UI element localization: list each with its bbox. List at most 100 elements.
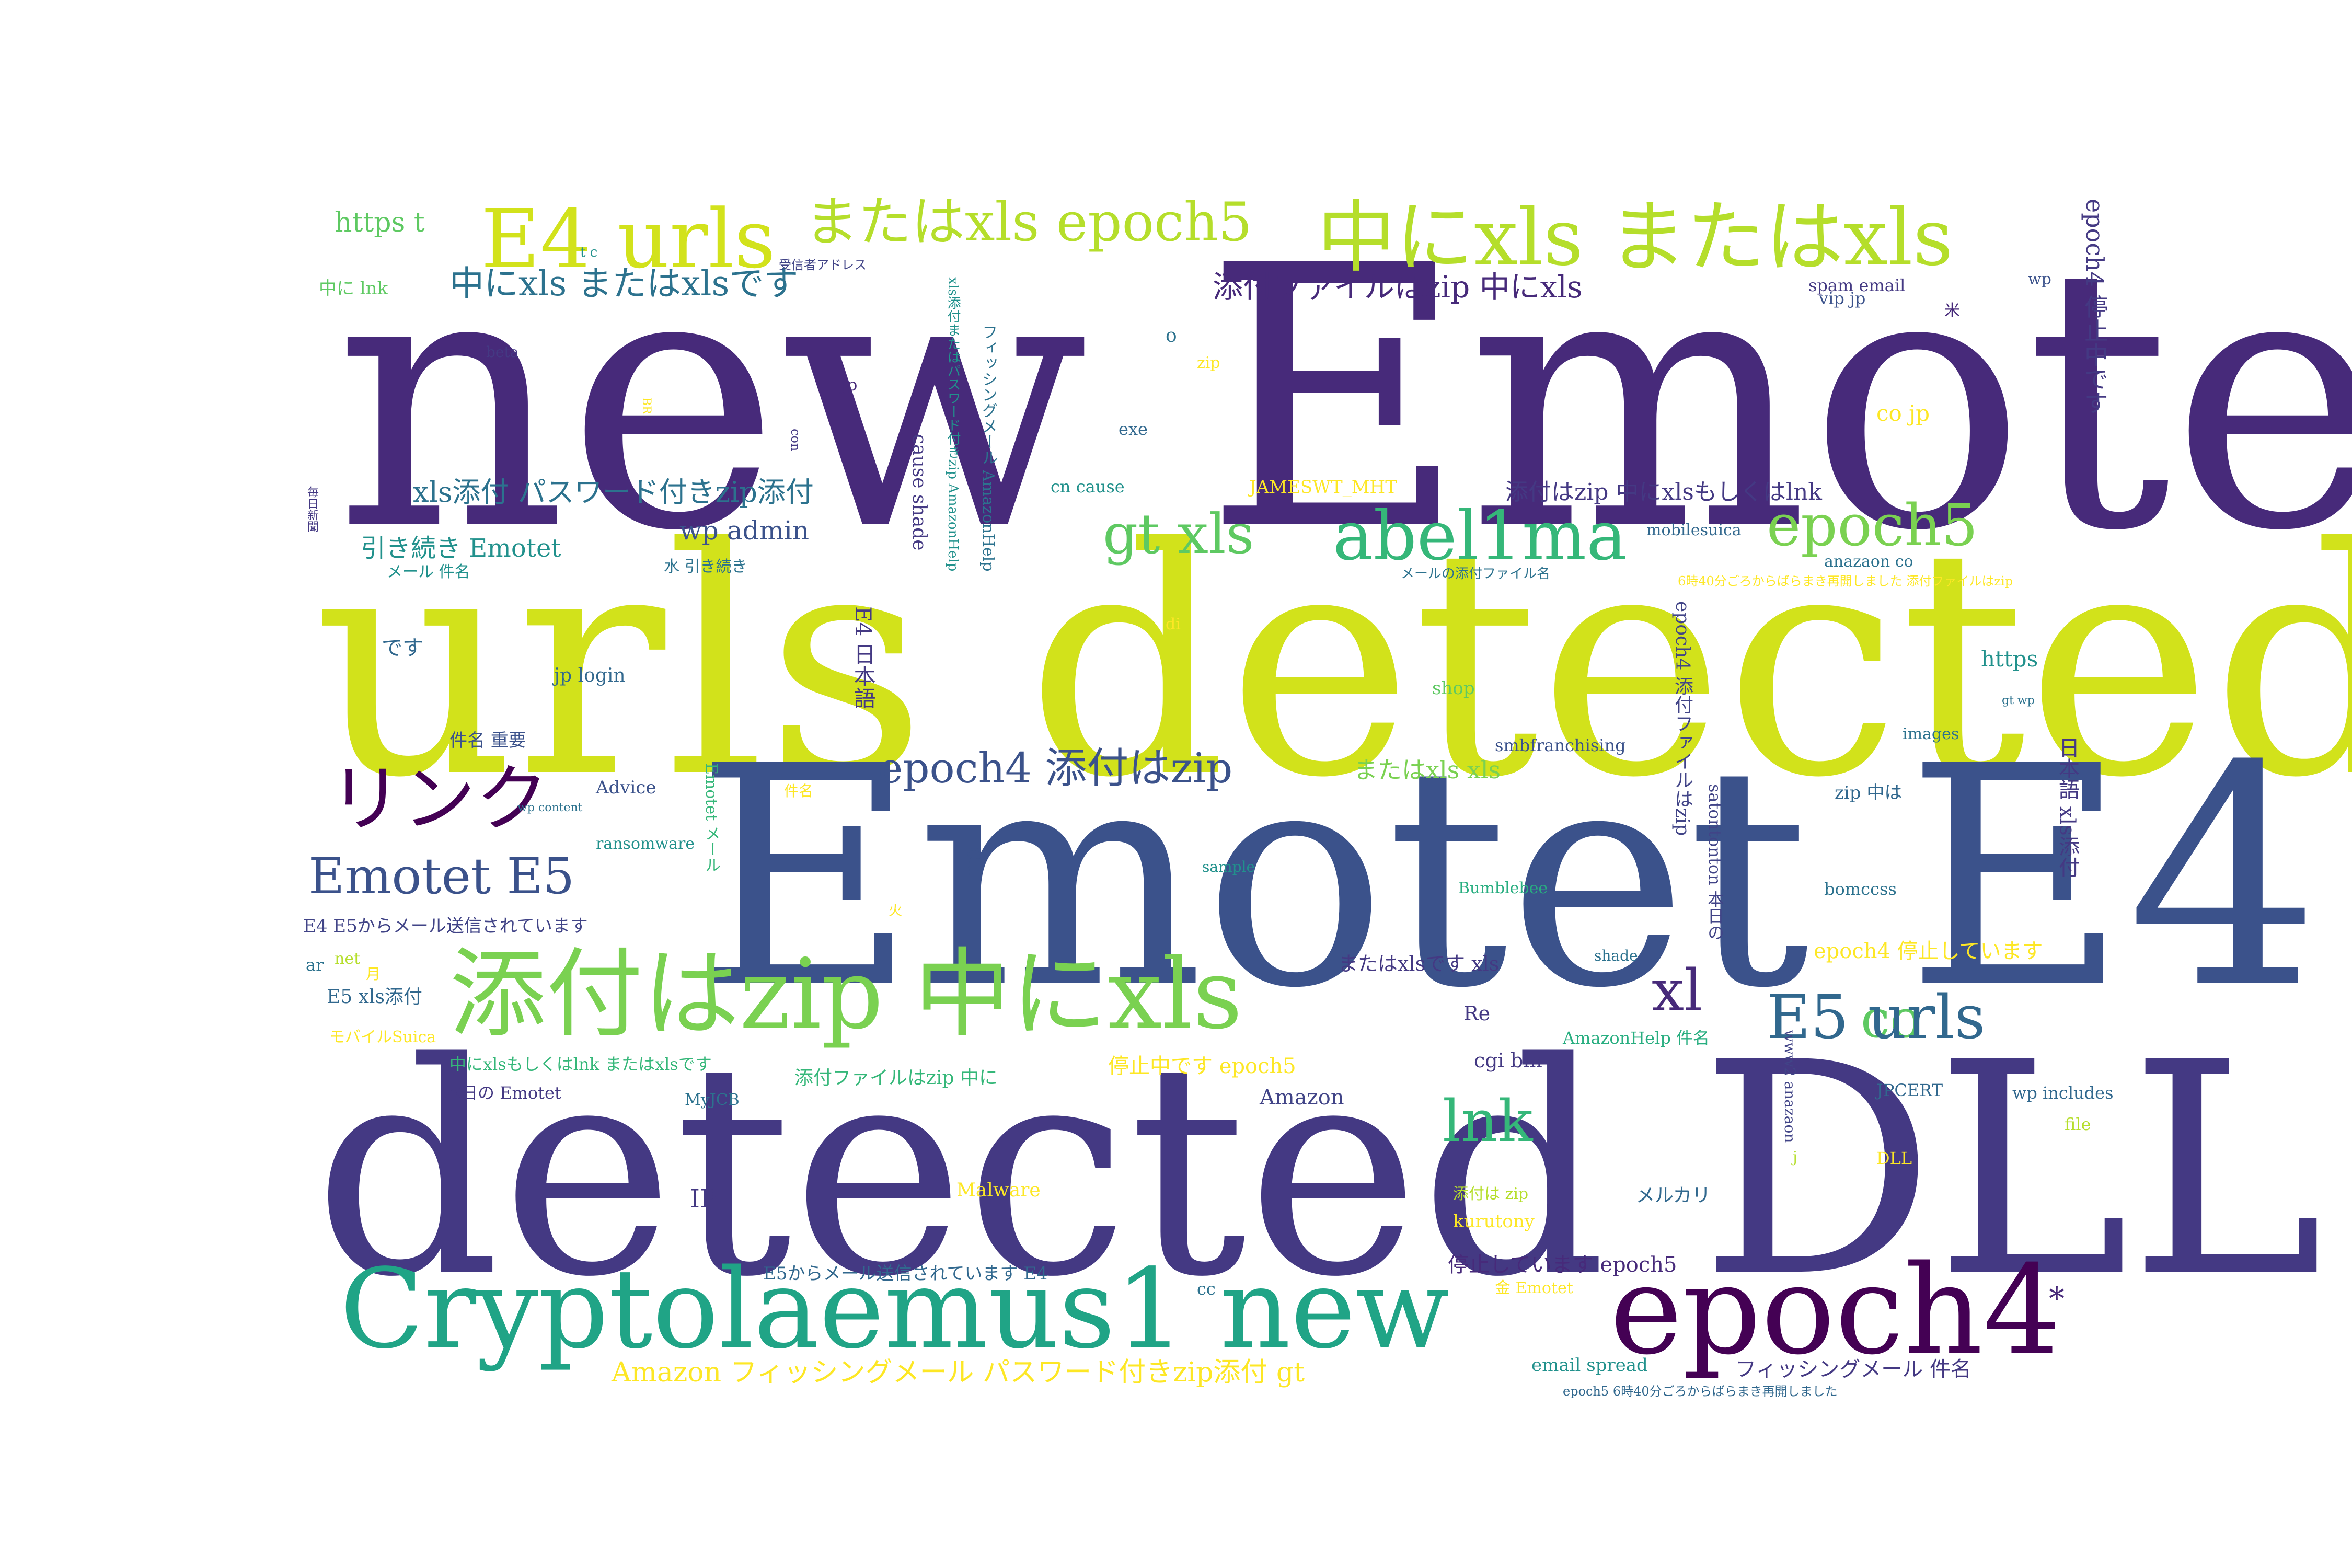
word: E4 日本語: [850, 606, 876, 709]
word: E4 urls: [481, 192, 776, 286]
word: 添付はzip 中にxls: [449, 938, 1243, 1051]
word: メールの添付ファイル名: [1401, 566, 1551, 582]
word: フィッシングメール 件名: [1735, 1357, 1971, 1381]
word: file: [2065, 1114, 2091, 1134]
word: 火: [889, 903, 903, 919]
word: gt xls: [1103, 502, 1254, 566]
word: 中にxls またはxls: [1317, 192, 1953, 283]
word: です: [382, 636, 423, 660]
word: BR: [640, 397, 653, 414]
word: Emotet E4: [695, 701, 2320, 1054]
word: images: [1903, 725, 1959, 743]
word: detected DLL: [314, 1000, 2324, 1341]
word: epoch4 停止しています: [1814, 939, 2043, 963]
word: 毎日新聞: [305, 486, 318, 532]
word: またはxls xls: [1354, 756, 1501, 784]
word: またはxls epoch5: [805, 191, 1252, 253]
word: 中に lnk: [319, 278, 388, 299]
word: Emotet メール: [702, 763, 720, 873]
word: cgi bin: [1474, 1049, 1542, 1072]
word: kurutony: [1453, 1211, 1535, 1232]
word: 金 Emotet: [1495, 1279, 1573, 1297]
word: E5 urls: [1767, 983, 1986, 1053]
word: 件名 重要: [449, 730, 526, 751]
word: epoch5: [1767, 492, 1978, 559]
word: zip 中は: [1835, 782, 1903, 803]
word: 中にxls またはxlsです: [449, 263, 799, 304]
word: urls detected: [314, 481, 2352, 846]
word: sample: [1202, 858, 1255, 875]
word: cn: [962, 847, 990, 876]
word: xls添付 パスワード付きzip添付: [413, 476, 814, 509]
word: epoch4: [1610, 1239, 2061, 1382]
word: E5からメール送信されています E4: [763, 1263, 1048, 1284]
word: 日本語 xls添付: [2055, 737, 2079, 878]
word: smbfranchising: [1495, 735, 1626, 755]
word: beta: [486, 343, 519, 361]
word: 添付はzip 中にxlsもしくはlnk: [1505, 479, 1822, 505]
word: Amazon: [1260, 1086, 1344, 1110]
word: email spread: [1531, 1355, 1648, 1376]
word: 月: [366, 965, 381, 983]
word: JAMESWT_MHT: [1249, 477, 1397, 498]
word: cc: [1197, 1279, 1216, 1299]
word: 件名: [784, 782, 814, 800]
word: DLL: [1876, 1148, 1912, 1168]
word: 6時40分ごろからばらまき再開しました 添付ファイルはzip: [1678, 574, 2013, 589]
word: epoch4 停止中です: [2081, 199, 2109, 415]
word: jp login: [554, 665, 626, 686]
word: exe: [1119, 419, 1148, 439]
word: 米: [1944, 302, 1960, 320]
word: リンク: [329, 757, 549, 842]
word: 本日の Emotet: [444, 1083, 561, 1103]
word: anazaon co: [1824, 552, 1913, 571]
word: vip jp: [1819, 289, 1866, 308]
word: xl: [1652, 957, 1703, 1024]
word: メルカリ: [1636, 1185, 1711, 1206]
word: lnk: [1443, 1088, 1533, 1155]
word: 停止しています epoch5: [1448, 1253, 1677, 1277]
word: j: [1793, 1148, 1797, 1166]
word: Amazon フィッシングメール パスワード付きzip添付 gt: [612, 1357, 1305, 1388]
word: mobilesuica: [1646, 521, 1742, 539]
word: shade: [1594, 947, 1638, 964]
word: di: [1166, 615, 1181, 633]
word: wp includes: [2012, 1083, 2114, 1103]
word: Re: [1463, 1002, 1491, 1025]
word: E5 xls添付: [327, 986, 422, 1008]
word: net: [335, 950, 361, 968]
word: Emotet E5: [308, 848, 575, 905]
word: ar: [306, 955, 324, 975]
word: Bumblebee: [1458, 879, 1548, 897]
word: Advice: [596, 777, 656, 798]
word: abel1ma: [1333, 496, 1627, 575]
word: 添付は zip: [1453, 1185, 1529, 1203]
word: IP: [690, 1184, 717, 1214]
word: cn cause: [1051, 477, 1125, 497]
word: Cryptolaemus1 new: [340, 1245, 1450, 1373]
word: jp: [841, 375, 858, 395]
word: Malware: [956, 1180, 1041, 1201]
word: wp admin: [679, 515, 810, 546]
word: shop: [1432, 678, 1475, 699]
word: 添付ファイルはzip 中に: [794, 1067, 998, 1089]
word: https: [1981, 646, 2038, 672]
word: ransomware: [596, 835, 695, 853]
word: www2 anazaon: [1781, 1030, 1798, 1143]
word: wp: [2028, 270, 2051, 289]
word: またはxlsです xls: [1338, 952, 1500, 975]
word: E4 E5からメール送信されています: [303, 916, 588, 937]
word: 受信者アドレス: [779, 258, 867, 272]
word: bomccss: [1824, 879, 1897, 899]
word: co jp: [1876, 400, 1930, 426]
word: epoch4 添付はzip: [878, 744, 1233, 792]
word: 添付ファイルはzip 中にxls: [1213, 269, 1583, 305]
word: 停止中です epoch5: [1108, 1054, 1296, 1078]
word: *: [2049, 1281, 2065, 1317]
word: cause shade: [908, 434, 930, 551]
word: epoch5 6時40分ごろからばらまき再開しました: [1563, 1384, 1838, 1399]
word: zip: [1197, 354, 1220, 372]
word: https t: [335, 207, 425, 238]
word: 中にxlsもしくはlnk またはxlsです: [449, 1054, 712, 1074]
